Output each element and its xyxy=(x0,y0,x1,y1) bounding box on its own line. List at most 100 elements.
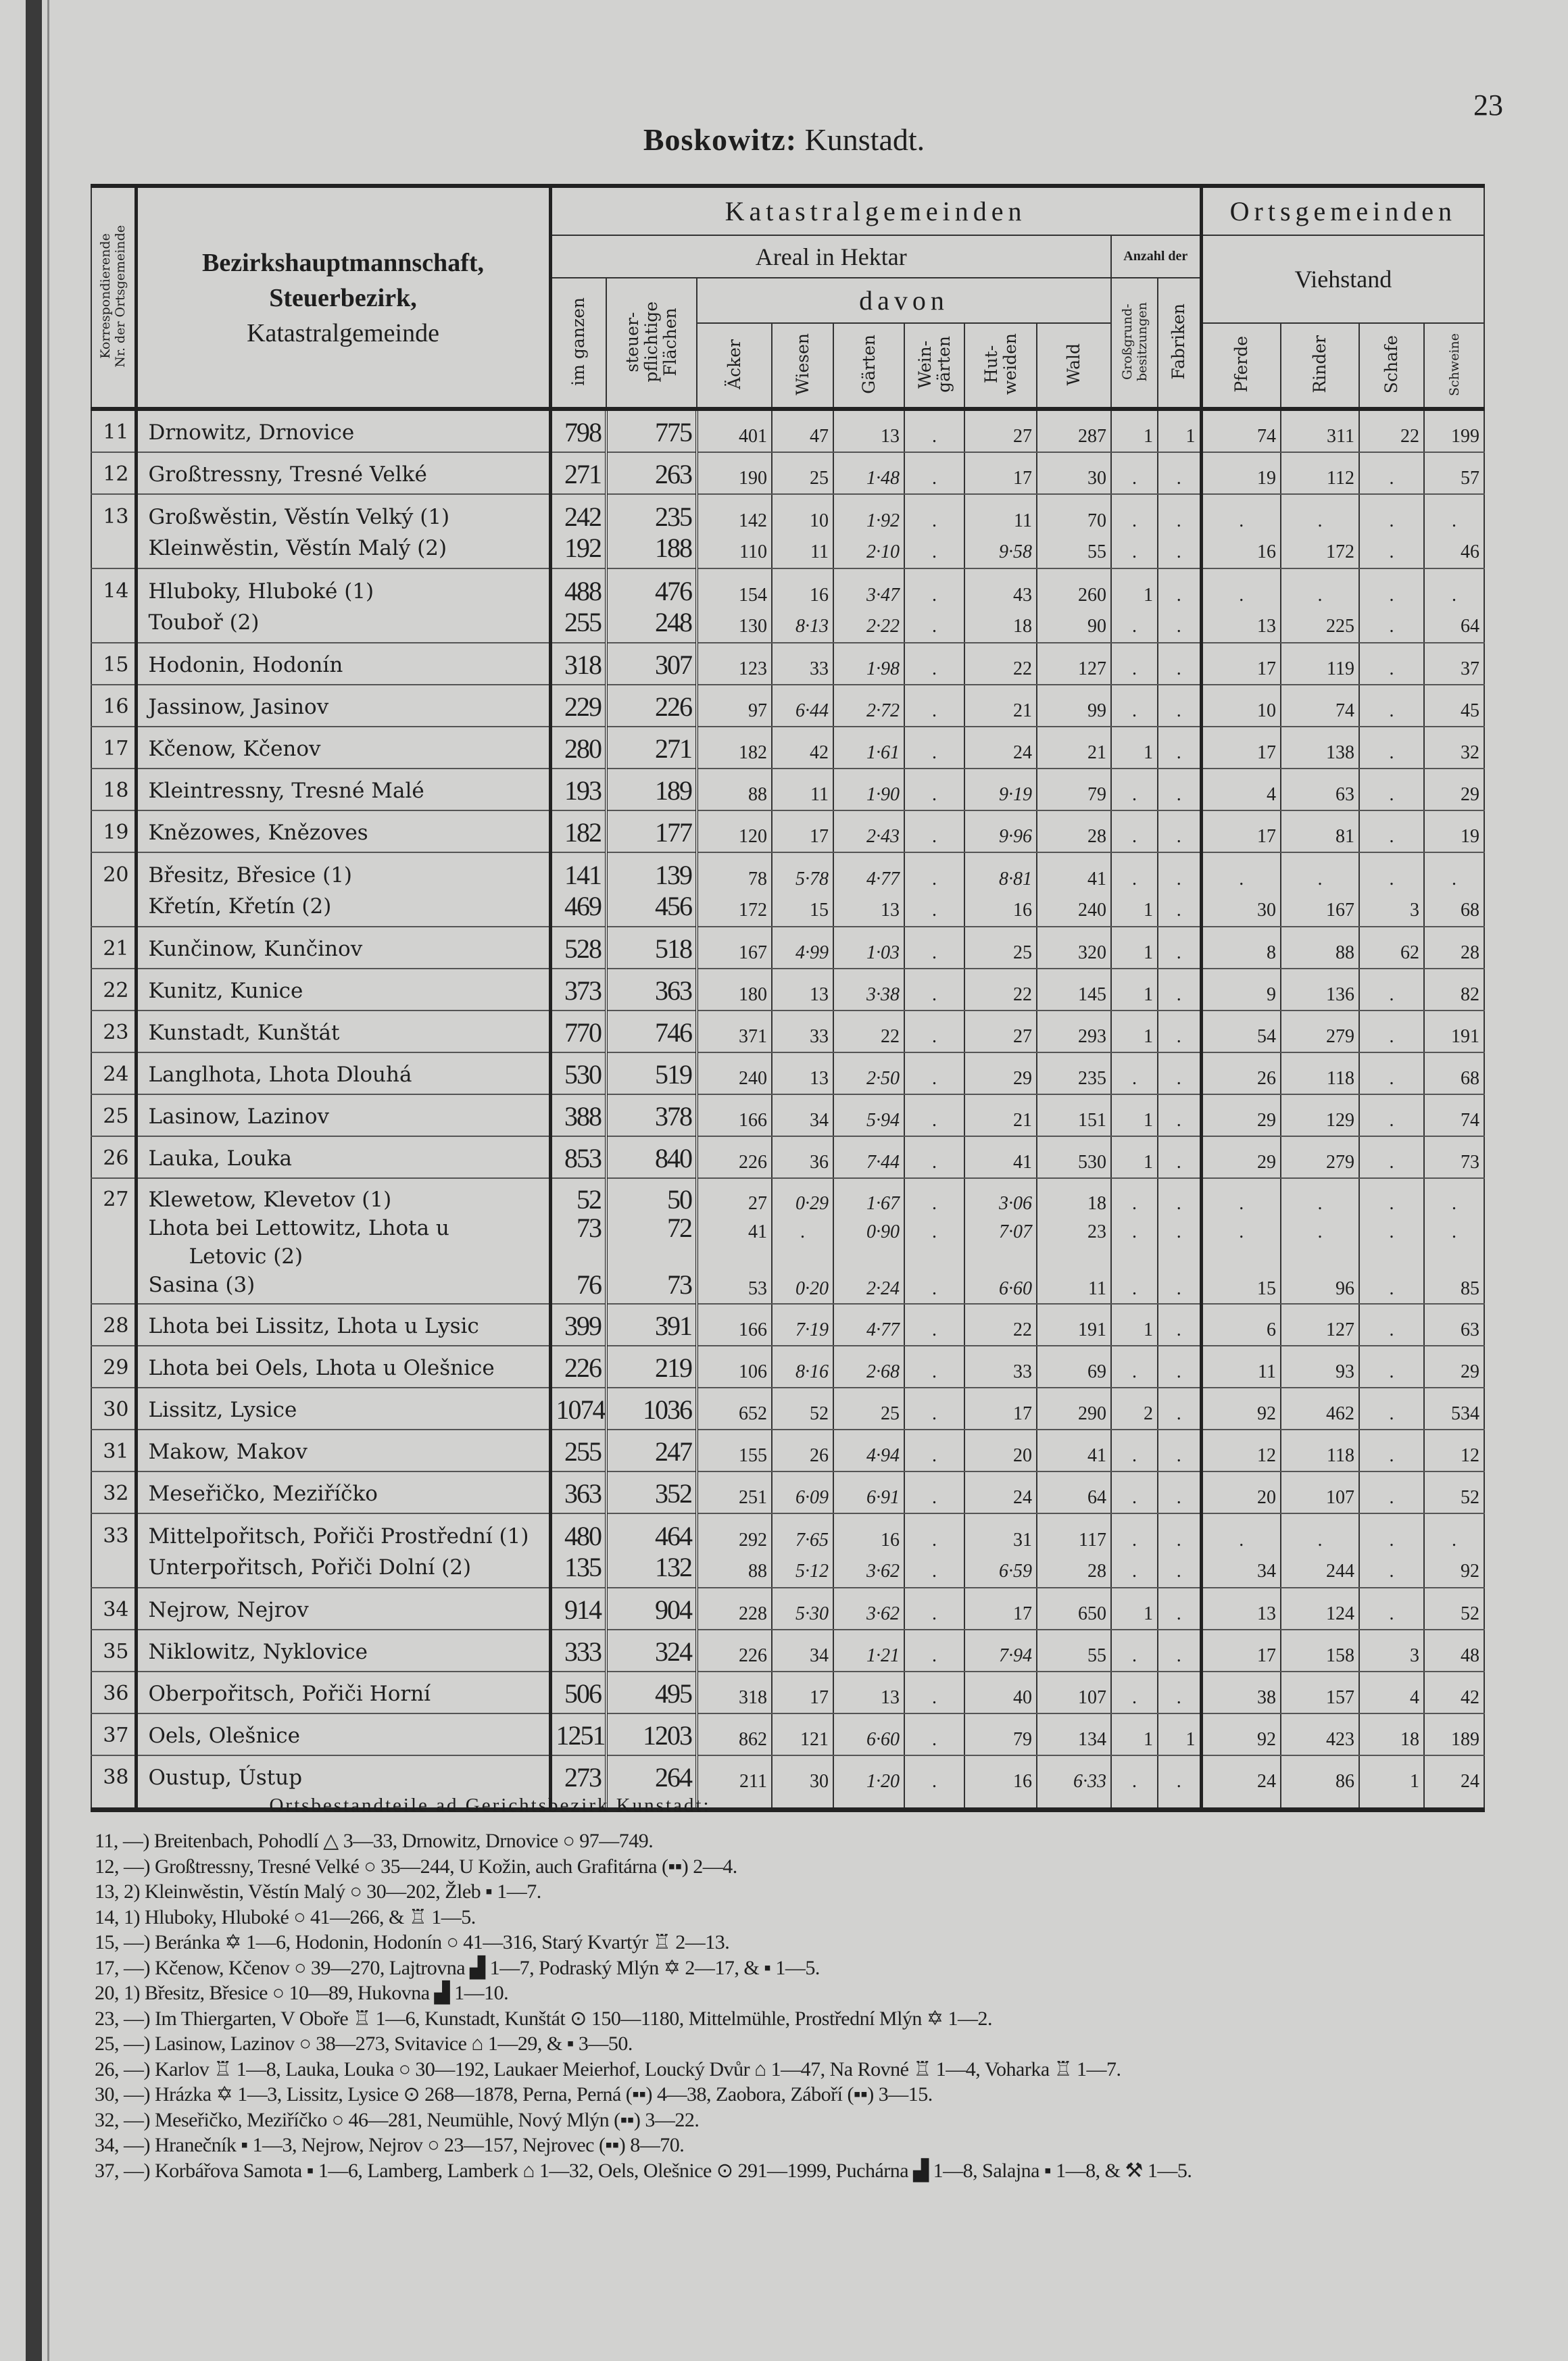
value: . xyxy=(1176,1445,1181,1466)
value: . xyxy=(1317,510,1323,531)
cell-fabriken: 1 xyxy=(1157,1713,1203,1756)
value: 4 xyxy=(1267,784,1276,805)
value: 318 xyxy=(739,1687,767,1708)
cell-schweine: 52 xyxy=(1423,1588,1485,1630)
value: . xyxy=(1389,984,1394,1005)
cell-steuerpflichtig: 464 132 xyxy=(606,1513,698,1588)
value: . xyxy=(1389,1487,1394,1508)
municipality-name: Drnowitz, Drnovice xyxy=(148,420,355,445)
cell-schafe: . xyxy=(1358,1094,1425,1137)
cell-schafe: . xyxy=(1358,727,1425,769)
cell-rinder: . 244 xyxy=(1280,1513,1360,1588)
value: 652 xyxy=(739,1403,767,1424)
value: 9 xyxy=(1267,984,1276,1005)
value: 19 xyxy=(1461,826,1479,847)
value: . xyxy=(1176,616,1181,637)
cell-wald: 650 xyxy=(1036,1588,1112,1630)
value: 5·78 xyxy=(795,869,829,890)
value: . xyxy=(1452,1193,1456,1214)
cell-gaerten: 4·77 13 xyxy=(833,852,905,927)
value: . xyxy=(1317,1530,1323,1551)
municipality-name: Lhota bei Lissitz, Lhota u Lysic xyxy=(148,1314,479,1338)
value: 770 xyxy=(564,1017,602,1048)
value: 1 xyxy=(1144,1152,1153,1173)
cell-hutweiden: 25 xyxy=(964,927,1037,969)
value: 13 xyxy=(881,426,900,447)
value: 62 xyxy=(1400,942,1419,963)
value: 42 xyxy=(810,742,829,763)
value: 52 xyxy=(810,1403,829,1424)
cell-weingaerten: . xyxy=(904,409,965,453)
cell-steuerpflichtig: 235 188 xyxy=(606,494,698,569)
value xyxy=(556,1242,602,1271)
value: 22 xyxy=(1400,426,1419,447)
municipality-name: Jassinow, Jasinov xyxy=(148,695,329,719)
cell-schweine: 12 xyxy=(1423,1430,1485,1472)
value: 1·92 xyxy=(866,510,900,531)
cell-gaerten: 5·94 xyxy=(833,1094,905,1137)
value: . xyxy=(932,658,937,679)
cell-rinder: 107 xyxy=(1280,1471,1360,1514)
value: 1 xyxy=(1144,1026,1153,1047)
municipality-name: Hluboky, Hluboké (1) xyxy=(148,579,374,604)
cell-hutweiden: 17 xyxy=(964,1588,1037,1630)
cell-wald: 107 xyxy=(1036,1672,1112,1714)
cell-hutweiden: 22 xyxy=(964,643,1037,685)
value: 318 xyxy=(564,650,602,680)
cell-rinder: 81 xyxy=(1280,810,1360,853)
cell-im-ganzen: 226 xyxy=(549,1346,608,1388)
cell-gaerten: 4·77 xyxy=(833,1304,905,1346)
header-katastralgemeinden: Katastralgemeinden xyxy=(725,196,1027,226)
row-number: 15 xyxy=(91,643,138,685)
cell-rinder: 129 xyxy=(1280,1094,1360,1137)
municipality-name: Hodonin, Hodonín xyxy=(148,653,343,677)
value: . xyxy=(1452,869,1456,890)
municipality-name: Břesitz, Břesice (1) xyxy=(148,863,353,887)
cell-weingaerten: . xyxy=(904,1588,965,1630)
value: 136 xyxy=(1326,984,1354,1005)
value: 81 xyxy=(1336,826,1354,847)
value: 36 xyxy=(810,1152,829,1173)
value: 363 xyxy=(655,975,693,1006)
value: 88 xyxy=(1336,942,1354,963)
value: 188 xyxy=(655,533,693,563)
value: 27 xyxy=(1013,1026,1032,1047)
cell-wiesen: 26 xyxy=(771,1430,834,1472)
value: 48 xyxy=(1461,1645,1479,1666)
value: . xyxy=(1132,1487,1137,1508)
page-binding-edge xyxy=(26,0,42,2361)
table-row: 17 Kčenow, Kčenov 280 271 182 42 1·61. 24 21 1. 17… xyxy=(91,727,1485,769)
table-row: 23 Kunstadt, Kunštát 770 746 371 33 22. 27 293 1.… xyxy=(91,1011,1485,1053)
table-row: 36 Oberpořitsch, Pořiči Horní 506 495 318 17 1… xyxy=(91,1672,1485,1714)
value: 21 xyxy=(1013,700,1032,721)
cell-weingaerten: . xyxy=(904,452,965,495)
cell-aecker: 190 xyxy=(696,452,773,495)
value: 11 xyxy=(1014,510,1032,531)
cell-aecker: 154 130 xyxy=(696,568,773,643)
value: . xyxy=(1239,510,1244,531)
cell-wald: 191 xyxy=(1036,1304,1112,1346)
footnote-line: 34, —) Hranečník ▪ 1—3, Nejrow, Nejrov ○… xyxy=(95,2134,685,2156)
cell-gaerten: 1·61 xyxy=(833,727,905,769)
value: 13 xyxy=(810,1068,829,1089)
cell-weingaerten: . xyxy=(904,927,965,969)
value: 401 xyxy=(739,426,767,447)
value: . xyxy=(932,426,937,447)
value: . xyxy=(1132,616,1137,637)
cell-grossgrund: . xyxy=(1110,643,1158,685)
table-row: 11 Drnowitz, Drnovice 798 775 401 47 13. 27 287 1… xyxy=(91,409,1485,453)
row-number: 32 xyxy=(91,1471,138,1514)
value: . xyxy=(1132,1361,1137,1382)
cell-fabriken: .. xyxy=(1157,1513,1203,1588)
value: . xyxy=(932,1403,937,1424)
value: . xyxy=(1132,1687,1137,1708)
cell-pferde: 26 xyxy=(1200,1052,1281,1095)
value: 1·61 xyxy=(866,742,900,763)
value: 29 xyxy=(1013,1068,1032,1089)
value: . xyxy=(1389,1221,1394,1242)
value: 112 xyxy=(1327,468,1354,489)
row-number: 13 xyxy=(91,494,138,569)
cell-schafe: . xyxy=(1358,1346,1425,1388)
value: 1 xyxy=(1144,1729,1153,1750)
value: . xyxy=(1389,616,1394,637)
